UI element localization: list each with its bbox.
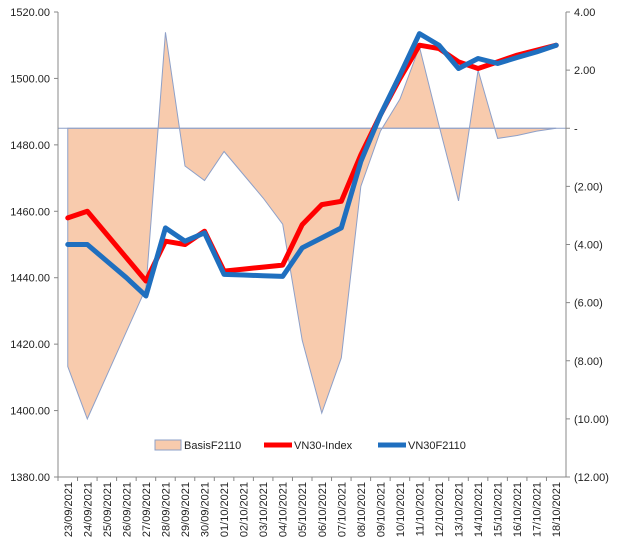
- lines-layer: [65, 31, 559, 299]
- legend-label-basis: BasisF2110: [184, 440, 241, 452]
- x-tick-label: 01/10/2021: [219, 482, 231, 537]
- legend-label-vn30-index: VN30-Index: [294, 440, 353, 452]
- y-left-tick-label: 1380.00: [10, 472, 50, 484]
- x-tick-label: 10/10/2021: [395, 482, 407, 537]
- x-tick-label: 12/10/2021: [434, 482, 446, 537]
- x-tick-label: 06/10/2021: [317, 482, 329, 537]
- y-left-tick-label: 1520.00: [10, 7, 50, 19]
- x-tick-label: 03/10/2021: [258, 482, 270, 537]
- x-tick-label: 30/09/2021: [200, 482, 212, 537]
- x-tick-label: 13/10/2021: [454, 482, 466, 537]
- x-tick-label: 14/10/2021: [473, 482, 485, 537]
- y-right-tick-label: 4.00: [574, 7, 595, 19]
- x-tick-label: 25/09/2021: [102, 482, 114, 537]
- y-left-tick-label: 1440.00: [10, 273, 50, 285]
- y-left-tick-label: 1420.00: [10, 339, 50, 351]
- y-right-tick-label: (4.00): [574, 240, 603, 252]
- y-right-tick-label: 2.00: [574, 65, 595, 77]
- legend: BasisF2110 VN30-Index VN30F2110: [154, 439, 466, 452]
- x-tick-label: 23/09/2021: [63, 482, 75, 537]
- x-tick-label: 24/09/2021: [82, 482, 94, 537]
- x-tick-label: 29/09/2021: [180, 482, 192, 537]
- y-right-tick-label: (12.00): [574, 472, 609, 484]
- x-tick-label: 26/09/2021: [121, 482, 133, 537]
- x-tick-label: 02/10/2021: [239, 482, 251, 537]
- y-left-tick-label: 1500.00: [10, 73, 50, 85]
- basis-area: [67, 32, 557, 421]
- x-tick-label: 18/10/2021: [551, 482, 563, 537]
- x-tick-label: 27/09/2021: [141, 482, 153, 537]
- y-right-tick-label: (10.00): [574, 414, 609, 426]
- y-right-tick-label: (6.00): [574, 298, 603, 310]
- y-right-tick-label: -: [574, 123, 578, 135]
- legend-swatch-basis: [154, 439, 182, 451]
- x-tick-label: 08/10/2021: [356, 482, 368, 537]
- x-tick-label: 28/09/2021: [160, 482, 172, 537]
- y-left-tick-label: 1480.00: [10, 140, 50, 152]
- area-layer: [67, 32, 557, 421]
- y-left-tick-label: 1400.00: [10, 406, 50, 418]
- x-tick-label: 09/10/2021: [375, 482, 387, 537]
- x-tick-label: 17/10/2021: [532, 482, 544, 537]
- x-tick-label: 15/10/2021: [493, 482, 505, 537]
- ticks-layer: 1380.00 1400.00 1420.00 1440.00 1460.00 1480.…: [10, 7, 609, 537]
- legend-label-vn30f2110: VN30F2110: [408, 440, 466, 452]
- y-right-tick-label: (8.00): [574, 356, 603, 368]
- x-tick-label: 07/10/2021: [336, 482, 348, 537]
- x-tick-label: 11/10/2021: [414, 482, 426, 536]
- x-tick-label: 04/10/2021: [278, 482, 290, 537]
- y-left-tick-label: 1460.00: [10, 206, 50, 218]
- x-tick-label: 16/10/2021: [512, 482, 524, 537]
- y-right-tick-label: (2.00): [574, 181, 603, 193]
- vn30f2110-line: [65, 31, 559, 299]
- x-tick-label: 05/10/2021: [297, 482, 309, 537]
- vn30-index-line: [65, 42, 559, 284]
